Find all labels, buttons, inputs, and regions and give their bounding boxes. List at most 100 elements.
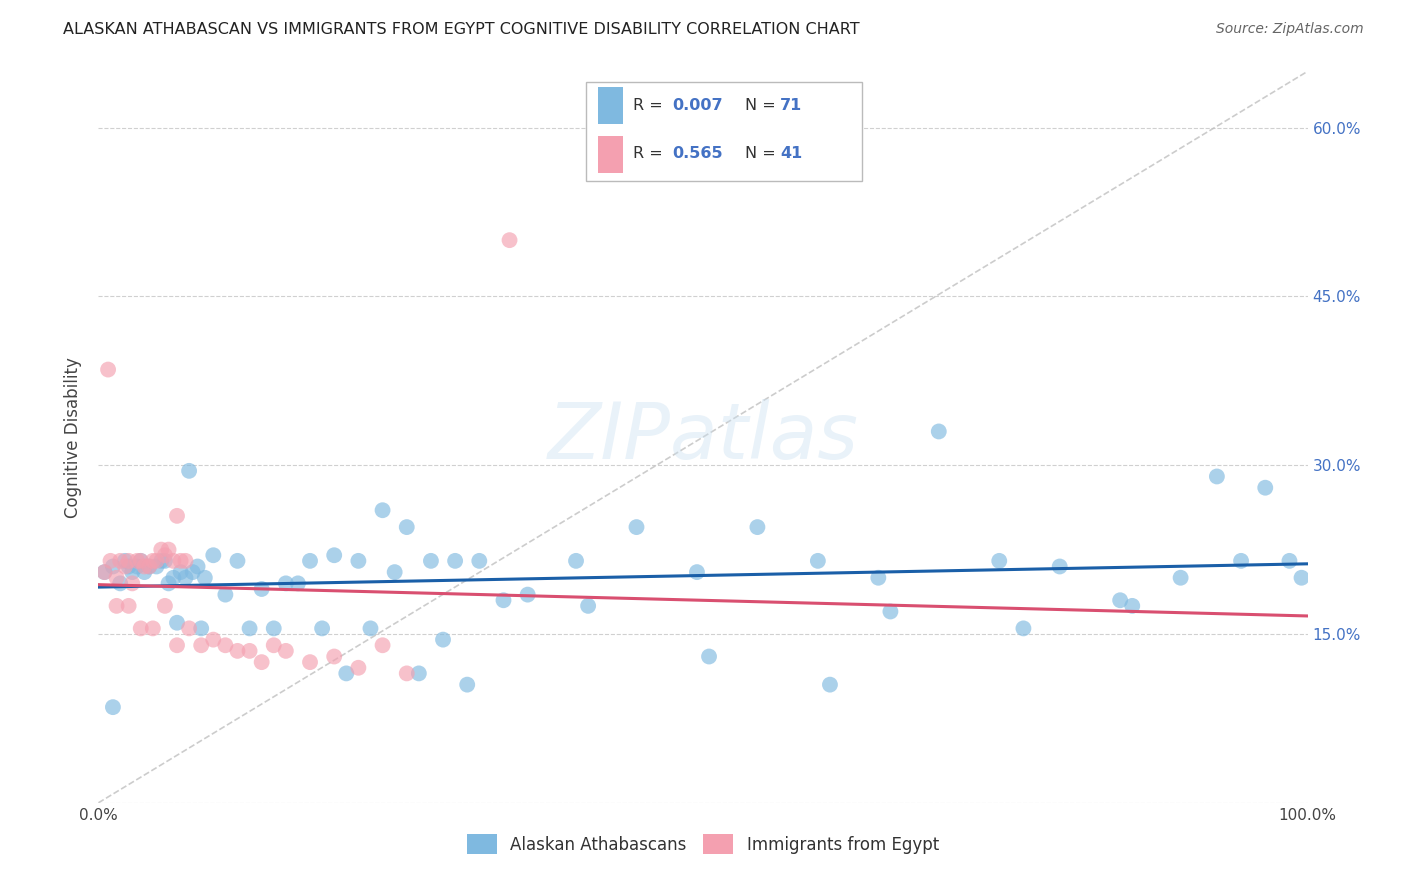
Point — [174, 554, 197, 568]
Point — [263, 621, 285, 635]
Point — [138, 559, 160, 574]
Text: 0.007: 0.007 — [672, 98, 723, 113]
Bar — [598, 87, 623, 124]
Point — [347, 554, 370, 568]
Text: ZIPatlas: ZIPatlas — [547, 399, 859, 475]
Point — [371, 638, 394, 652]
Point — [498, 233, 520, 247]
Point — [166, 638, 188, 652]
Point — [134, 559, 156, 574]
Bar — [598, 136, 623, 173]
Point — [371, 503, 394, 517]
Point — [129, 554, 152, 568]
Text: 71: 71 — [780, 98, 803, 113]
Point — [179, 621, 201, 635]
Point — [576, 599, 599, 613]
Point — [347, 661, 370, 675]
Point — [121, 565, 143, 579]
Point — [202, 632, 225, 647]
Point — [384, 565, 406, 579]
Point — [97, 362, 120, 376]
Point — [468, 554, 491, 568]
Point — [153, 599, 176, 613]
Point — [142, 621, 165, 635]
Point — [988, 554, 1011, 568]
Point — [226, 644, 249, 658]
Point — [626, 520, 648, 534]
Point — [118, 559, 141, 574]
Point — [323, 649, 346, 664]
Point — [174, 571, 197, 585]
Point — [162, 571, 184, 585]
Point — [360, 621, 382, 635]
Point — [323, 548, 346, 562]
Point — [807, 554, 830, 568]
Point — [432, 632, 454, 647]
Point — [408, 666, 430, 681]
Point — [250, 582, 273, 596]
Point — [101, 559, 124, 574]
Point — [134, 565, 156, 579]
Point — [299, 655, 322, 669]
Point — [226, 554, 249, 568]
Point — [127, 559, 149, 574]
Point — [129, 621, 152, 635]
Point — [1012, 621, 1035, 635]
Point — [335, 666, 357, 681]
Point — [239, 644, 262, 658]
Point — [395, 520, 418, 534]
Point — [181, 565, 204, 579]
Point — [166, 615, 188, 630]
Point — [565, 554, 588, 568]
Point — [274, 576, 297, 591]
Point — [1291, 571, 1313, 585]
Point — [145, 554, 167, 568]
Point — [1230, 554, 1253, 568]
Text: R =: R = — [633, 98, 668, 113]
Point — [190, 621, 212, 635]
Point — [879, 605, 901, 619]
Point — [868, 571, 890, 585]
FancyBboxPatch shape — [586, 82, 862, 181]
Point — [129, 554, 152, 568]
Text: 41: 41 — [780, 146, 803, 161]
Point — [1049, 559, 1071, 574]
Point — [444, 554, 467, 568]
Point — [214, 638, 236, 652]
Point — [114, 559, 136, 574]
Point — [108, 576, 131, 591]
Text: N =: N = — [745, 98, 782, 113]
Text: R =: R = — [633, 146, 668, 161]
Y-axis label: Cognitive Disability: Cognitive Disability — [65, 357, 83, 517]
Point — [179, 464, 201, 478]
Point — [157, 576, 180, 591]
Point — [138, 559, 160, 574]
Point — [818, 678, 841, 692]
Point — [157, 542, 180, 557]
Point — [127, 554, 149, 568]
Point — [121, 576, 143, 591]
Point — [1121, 599, 1143, 613]
Point — [153, 554, 176, 568]
Point — [101, 700, 124, 714]
Point — [287, 576, 309, 591]
Point — [250, 655, 273, 669]
Point — [263, 638, 285, 652]
Point — [1109, 593, 1132, 607]
Point — [492, 593, 515, 607]
Point — [153, 548, 176, 562]
Point — [108, 554, 131, 568]
Point — [395, 666, 418, 681]
Point — [118, 599, 141, 613]
Text: ALASKAN ATHABASCAN VS IMMIGRANTS FROM EGYPT COGNITIVE DISABILITY CORRELATION CHA: ALASKAN ATHABASCAN VS IMMIGRANTS FROM EG… — [63, 22, 860, 37]
Point — [214, 588, 236, 602]
Point — [311, 621, 333, 635]
Point — [150, 554, 173, 568]
Point — [118, 554, 141, 568]
Point — [100, 554, 122, 568]
Legend: Alaskan Athabascans, Immigrants from Egypt: Alaskan Athabascans, Immigrants from Egy… — [460, 828, 946, 860]
Point — [150, 542, 173, 557]
Point — [516, 588, 538, 602]
Point — [456, 678, 478, 692]
Point — [93, 565, 115, 579]
